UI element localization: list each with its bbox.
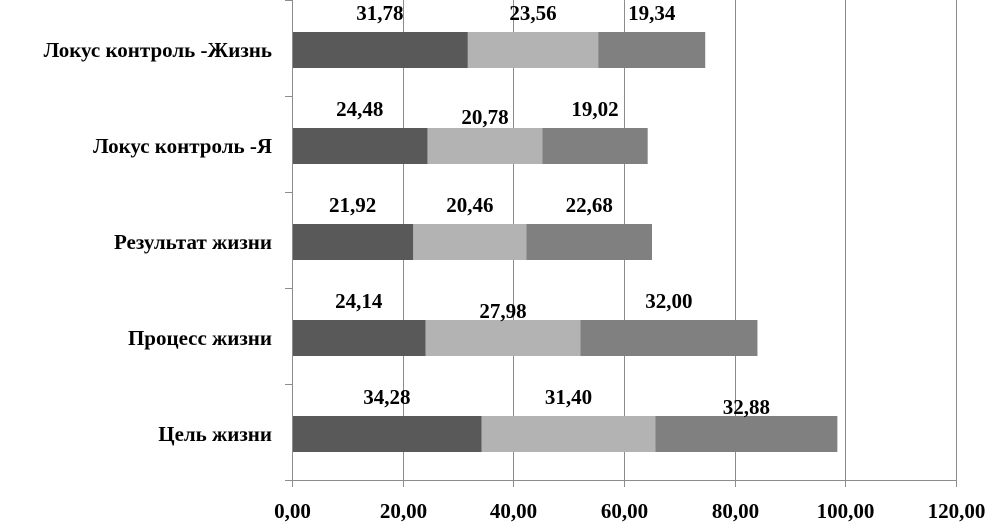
bar-segment [292, 416, 482, 452]
x-tick-label: 40,00 [490, 499, 537, 523]
label-layer: 0,00 20,00 40,00 60,00 80,00 100,00 120,00 Локу… [44, 1, 986, 523]
bar-segment [413, 224, 527, 260]
bar-segment [292, 320, 426, 356]
data-label: 19,34 [628, 1, 676, 25]
category-label: Локус контроль -Я [93, 134, 272, 158]
category-label: Результат жизни [114, 230, 272, 254]
data-label: 31,78 [356, 1, 403, 25]
data-label: 24,14 [335, 289, 383, 313]
data-label: 24,48 [336, 97, 383, 121]
data-label: 34,28 [363, 385, 410, 409]
bar-segment [292, 224, 414, 260]
data-label: 21,92 [329, 193, 376, 217]
data-label: 20,46 [446, 193, 493, 217]
data-label: 32,00 [645, 289, 692, 313]
x-tick-label: 20,00 [380, 499, 427, 523]
x-tick-label: 120,00 [928, 499, 986, 523]
x-tick-label: 100,00 [817, 499, 875, 523]
axis-layer [285, 0, 957, 487]
bar-segment [580, 320, 758, 356]
bar-segment [526, 224, 652, 260]
data-label: 27,98 [479, 299, 526, 323]
category-label: Процесс жизни [128, 326, 272, 350]
data-label: 19,02 [571, 97, 618, 121]
bar-segment [655, 416, 838, 452]
bar-segment [425, 320, 581, 356]
category-label: Цель жизни [158, 422, 272, 446]
category-label: Локус контроль -Жизнь [44, 38, 272, 62]
bar-segment [598, 32, 706, 68]
bar-segment [467, 32, 599, 68]
bar-segment [292, 128, 428, 164]
data-label: 20,78 [461, 105, 508, 129]
data-label: 22,68 [566, 193, 613, 217]
x-tick-label: 60,00 [601, 499, 648, 523]
bar-segment [542, 128, 648, 164]
x-tick-label: 80,00 [712, 499, 759, 523]
data-label: 31,40 [545, 385, 592, 409]
bar-segment [427, 128, 543, 164]
data-label: 23,56 [509, 1, 556, 25]
bar-segment [481, 416, 656, 452]
bar-segment [292, 32, 468, 68]
data-label: 32,88 [723, 395, 770, 419]
bar-layer [292, 32, 838, 452]
x-tick-label: 0,00 [274, 499, 311, 523]
